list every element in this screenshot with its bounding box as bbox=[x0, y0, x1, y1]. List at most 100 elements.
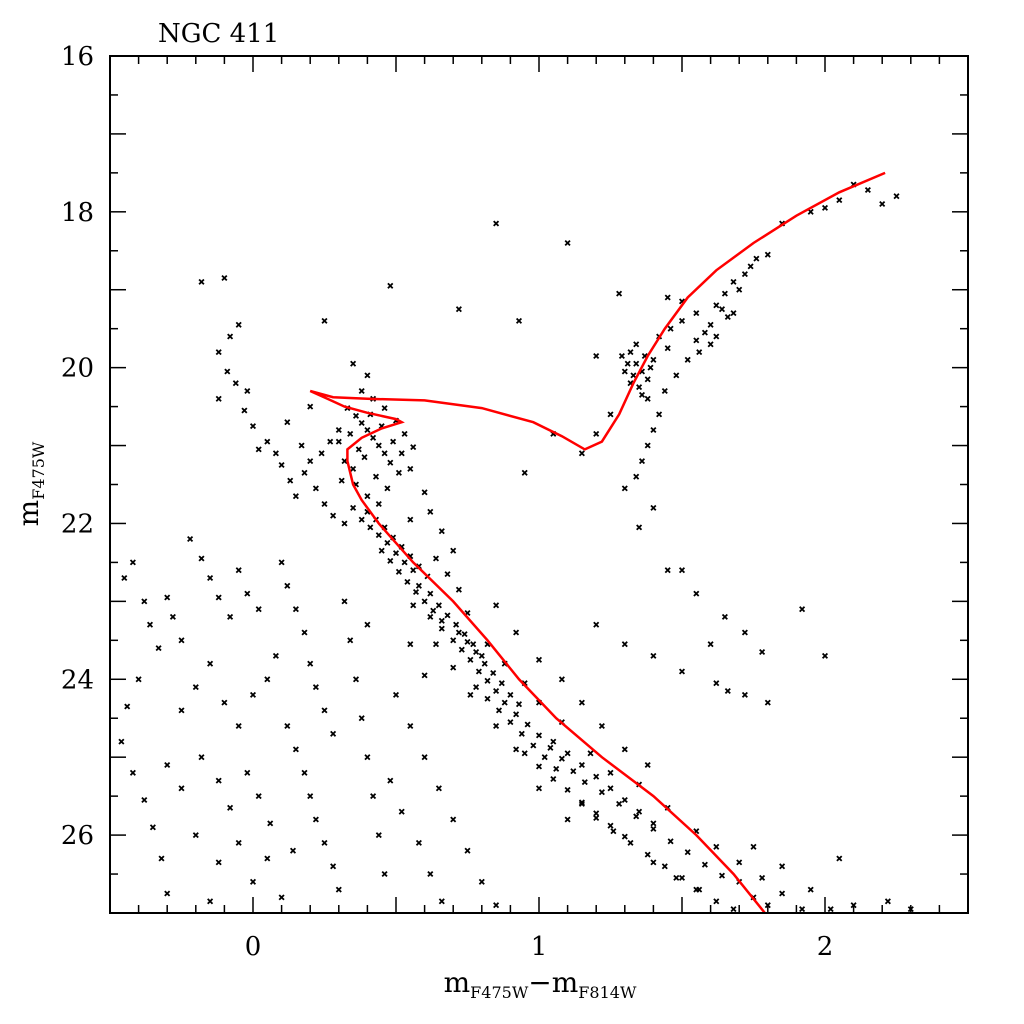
star-point bbox=[507, 719, 514, 726]
star-point bbox=[664, 294, 671, 301]
star-point bbox=[244, 387, 251, 395]
star-point bbox=[227, 804, 234, 811]
star-point bbox=[384, 485, 391, 492]
star-point bbox=[335, 438, 342, 445]
x-tick-label: 1 bbox=[531, 932, 548, 962]
star-point bbox=[321, 500, 328, 508]
star-point bbox=[249, 691, 257, 698]
star-point bbox=[387, 557, 394, 564]
star-point bbox=[244, 590, 251, 597]
star-point bbox=[627, 349, 634, 356]
star-point bbox=[164, 594, 171, 601]
star-point bbox=[779, 890, 786, 897]
star-point bbox=[564, 816, 571, 823]
star-point bbox=[593, 430, 600, 437]
star-point bbox=[578, 699, 585, 706]
star-point bbox=[644, 442, 651, 449]
star-point bbox=[118, 738, 125, 745]
star-point bbox=[121, 574, 128, 582]
star-point bbox=[450, 816, 457, 823]
star-point bbox=[827, 906, 834, 913]
star-point bbox=[564, 750, 571, 757]
star-point bbox=[198, 754, 205, 761]
star-point bbox=[364, 426, 371, 434]
star-point bbox=[438, 625, 445, 632]
star-point bbox=[358, 715, 365, 722]
star-point bbox=[707, 321, 714, 328]
star-point bbox=[432, 641, 440, 648]
star-point bbox=[192, 684, 199, 691]
star-point bbox=[515, 701, 523, 708]
star-point bbox=[673, 372, 680, 379]
star-point bbox=[473, 684, 480, 691]
star-point bbox=[235, 321, 242, 328]
star-point bbox=[458, 646, 465, 653]
y-tick-label: 16 bbox=[61, 42, 94, 72]
star-point bbox=[558, 755, 565, 762]
star-point bbox=[450, 664, 457, 671]
star-point bbox=[578, 799, 585, 806]
star-point bbox=[558, 676, 565, 683]
y-tick-label: 20 bbox=[61, 354, 94, 384]
star-point bbox=[421, 489, 428, 496]
star-point bbox=[327, 438, 334, 445]
star-point bbox=[541, 754, 548, 761]
star-point bbox=[410, 444, 417, 451]
star-point bbox=[375, 832, 382, 839]
star-point bbox=[438, 898, 445, 905]
star-point bbox=[535, 785, 543, 792]
star-point bbox=[807, 886, 814, 893]
star-point bbox=[807, 208, 814, 215]
star-point bbox=[495, 707, 503, 714]
star-point bbox=[375, 442, 382, 449]
star-point bbox=[450, 637, 457, 644]
x-label-dash: − bbox=[528, 966, 551, 999]
star-point bbox=[410, 567, 417, 574]
star-point bbox=[478, 652, 485, 659]
star-point bbox=[292, 493, 299, 500]
star-point bbox=[836, 855, 843, 862]
star-point bbox=[301, 629, 308, 636]
star-point bbox=[421, 598, 428, 605]
star-point bbox=[636, 524, 643, 531]
star-point bbox=[264, 855, 271, 862]
star-point bbox=[593, 621, 600, 628]
star-point bbox=[407, 641, 414, 648]
star-point bbox=[490, 669, 497, 677]
y-label-base: m bbox=[12, 500, 45, 527]
star-point bbox=[438, 528, 445, 535]
star-point bbox=[553, 765, 560, 772]
star-point bbox=[352, 412, 360, 419]
star-point bbox=[638, 458, 646, 465]
star-point bbox=[129, 769, 136, 776]
star-point bbox=[656, 411, 663, 418]
star-point bbox=[378, 547, 385, 554]
star-point bbox=[578, 761, 585, 769]
star-point bbox=[124, 703, 131, 710]
star-point bbox=[678, 567, 686, 574]
star-point bbox=[455, 306, 462, 313]
star-point bbox=[381, 450, 388, 457]
star-point bbox=[164, 890, 171, 897]
star-point bbox=[415, 839, 422, 846]
star-point bbox=[513, 746, 520, 753]
star-point bbox=[821, 652, 829, 659]
star-point bbox=[390, 438, 397, 445]
star-point bbox=[421, 672, 428, 679]
star-point bbox=[836, 197, 843, 204]
chart-title: NGC 411 bbox=[158, 19, 279, 49]
star-point bbox=[678, 668, 686, 675]
star-point bbox=[427, 508, 434, 515]
star-point bbox=[372, 473, 380, 480]
star-point bbox=[515, 317, 523, 324]
star-point bbox=[521, 750, 528, 757]
star-point bbox=[550, 775, 557, 783]
star-point bbox=[401, 559, 408, 566]
star-point bbox=[730, 906, 737, 913]
star-point bbox=[493, 220, 500, 227]
star-point bbox=[387, 777, 394, 784]
star-point bbox=[475, 668, 482, 675]
star-point bbox=[493, 602, 500, 609]
star-point bbox=[207, 574, 214, 582]
star-point bbox=[312, 684, 319, 691]
